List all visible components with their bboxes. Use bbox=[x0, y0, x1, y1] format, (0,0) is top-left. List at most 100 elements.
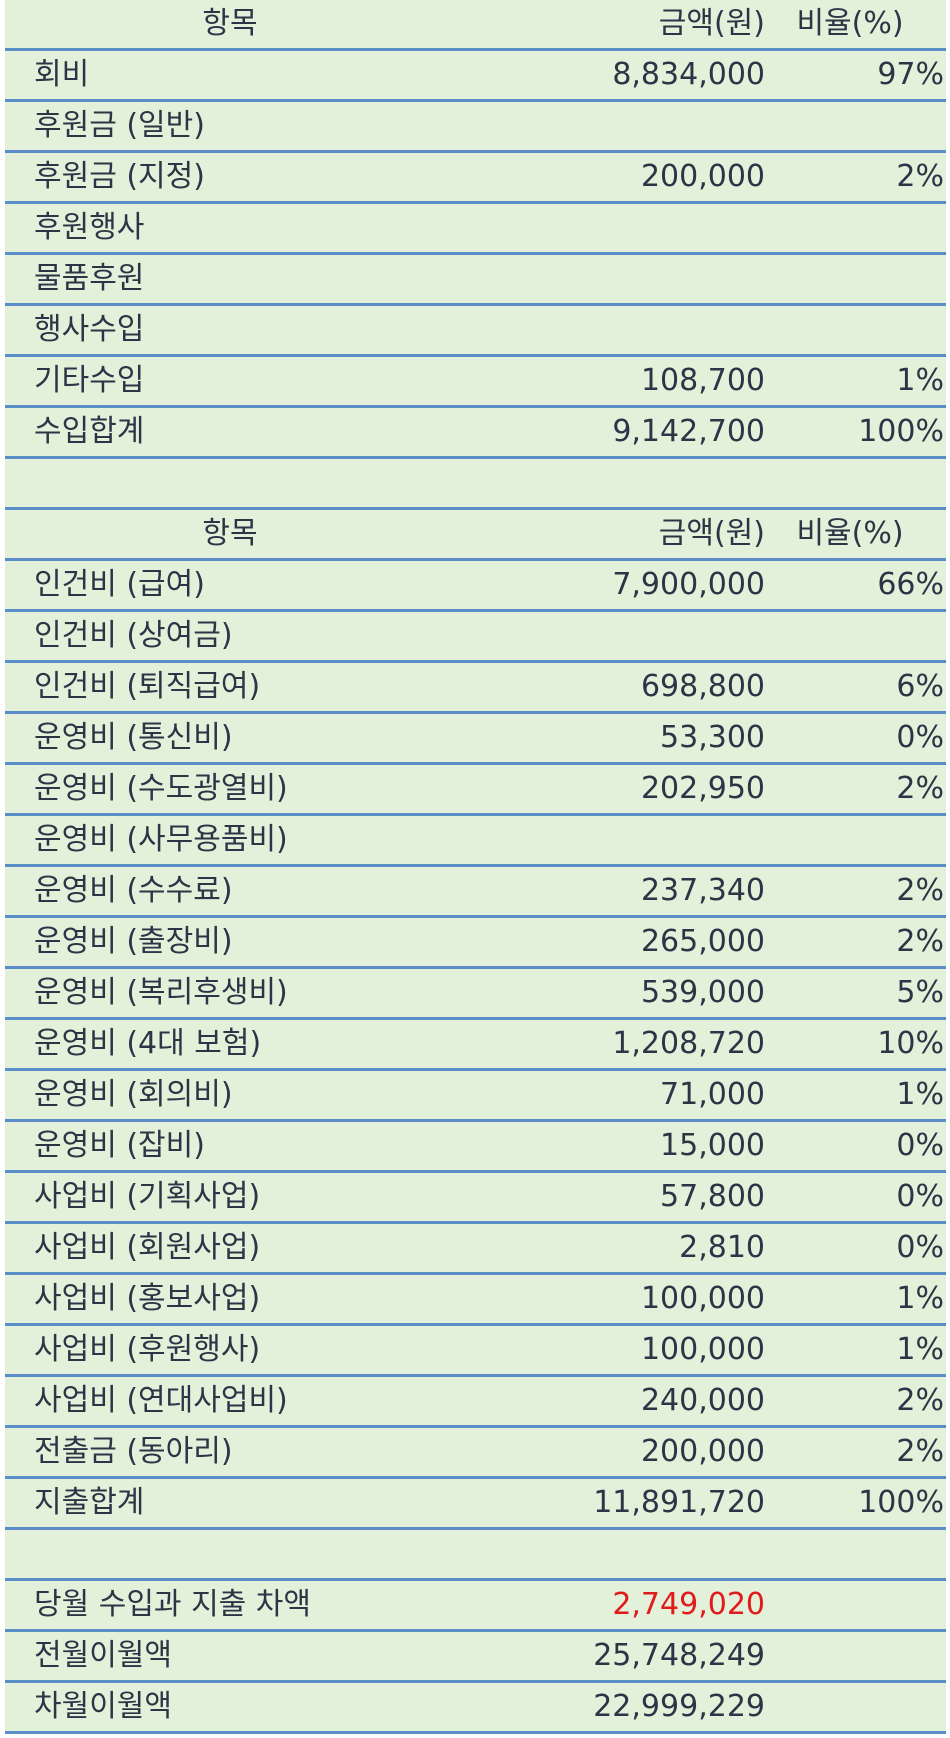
expense-row: 운영비 (수도광열비) 202,950 2% bbox=[5, 765, 946, 816]
row-item: 인건비 (퇴직급여) bbox=[34, 669, 261, 704]
row-item: 당월 수입과 지출 차액 bbox=[34, 1587, 312, 1622]
row-amount: 100,000 bbox=[640, 1281, 765, 1316]
row-item: 물품후원 bbox=[34, 261, 145, 296]
row-ratio: 0% bbox=[896, 1128, 944, 1163]
row-item: 사업비 (회원사업) bbox=[34, 1230, 261, 1265]
row-ratio: 2% bbox=[896, 1383, 944, 1418]
row-item: 운영비 (수도광열비) bbox=[34, 771, 288, 806]
row-item: 운영비 (출장비) bbox=[34, 924, 233, 959]
expense-row: 인건비 (급여) 7,900,000 66% bbox=[5, 561, 946, 612]
row-item: 사업비 (연대사업비) bbox=[34, 1383, 288, 1418]
row-ratio: 1% bbox=[896, 1332, 944, 1367]
income-header-amount: 금액(원) bbox=[658, 6, 765, 41]
row-amount: 22,999,229 bbox=[593, 1689, 765, 1724]
row-amount: 9,142,700 bbox=[612, 414, 765, 449]
expense-row: 사업비 (후원행사) 100,000 1% bbox=[5, 1326, 946, 1377]
income-row: 기타수입 108,700 1% bbox=[5, 357, 946, 408]
row-ratio: 0% bbox=[896, 1179, 944, 1214]
row-ratio: 97% bbox=[877, 57, 944, 92]
row-ratio: 100% bbox=[858, 414, 944, 449]
expense-row: 운영비 (복리후생비) 539,000 5% bbox=[5, 969, 946, 1020]
expense-header-row: 항목 금액(원) 비율(%) bbox=[5, 510, 946, 561]
row-item: 기타수입 bbox=[34, 363, 145, 398]
income-header-item: 항목 bbox=[202, 6, 258, 41]
row-amount: 200,000 bbox=[640, 159, 765, 194]
row-amount: 7,900,000 bbox=[612, 567, 765, 602]
row-item: 전출금 (동아리) bbox=[34, 1434, 233, 1469]
row-item: 인건비 (상여금) bbox=[34, 618, 233, 653]
row-ratio: 2% bbox=[896, 771, 944, 806]
row-item: 지출합계 bbox=[34, 1485, 145, 1520]
expense-header-item: 항목 bbox=[202, 516, 258, 551]
row-amount: 698,800 bbox=[640, 669, 765, 704]
row-ratio: 1% bbox=[896, 1077, 944, 1112]
expense-row: 사업비 (홍보사업) 100,000 1% bbox=[5, 1275, 946, 1326]
income-row: 후원금 (지정) 200,000 2% bbox=[5, 153, 946, 204]
row-item: 수입합계 bbox=[34, 414, 145, 449]
expense-row: 사업비 (회원사업) 2,810 0% bbox=[5, 1224, 946, 1275]
row-amount: 8,834,000 bbox=[612, 57, 765, 92]
row-amount: 240,000 bbox=[640, 1383, 765, 1418]
row-amount: 11,891,720 bbox=[593, 1485, 765, 1520]
row-ratio: 2% bbox=[896, 1434, 944, 1469]
row-item: 차월이월액 bbox=[34, 1689, 172, 1724]
row-item: 운영비 (잡비) bbox=[34, 1128, 205, 1163]
row-item: 사업비 (홍보사업) bbox=[34, 1281, 261, 1316]
income-row: 후원행사 bbox=[5, 204, 946, 255]
row-item: 운영비 (회의비) bbox=[34, 1077, 233, 1112]
row-ratio: 1% bbox=[896, 363, 944, 398]
row-amount: 200,000 bbox=[640, 1434, 765, 1469]
income-header-ratio: 비율(%) bbox=[796, 6, 904, 41]
section-spacer bbox=[5, 1530, 946, 1581]
row-amount: 202,950 bbox=[640, 771, 765, 806]
expense-row: 운영비 (4대 보험) 1,208,720 10% bbox=[5, 1020, 946, 1071]
row-ratio: 6% bbox=[896, 669, 944, 704]
income-total-row: 수입합계 9,142,700 100% bbox=[5, 408, 946, 459]
row-amount: 2,810 bbox=[679, 1230, 765, 1265]
summary-carryover-prev-row: 전월이월액 25,748,249 bbox=[5, 1632, 946, 1683]
row-item: 사업비 (기획사업) bbox=[34, 1179, 261, 1214]
income-row: 후원금 (일반) bbox=[5, 102, 946, 153]
row-amount: 25,748,249 bbox=[593, 1638, 765, 1673]
expense-row: 인건비 (상여금) bbox=[5, 612, 946, 663]
row-ratio: 100% bbox=[858, 1485, 944, 1520]
row-amount: 265,000 bbox=[640, 924, 765, 959]
section-spacer bbox=[5, 459, 946, 510]
row-ratio: 0% bbox=[896, 1230, 944, 1265]
income-header-row: 항목 금액(원) 비율(%) bbox=[5, 0, 946, 51]
row-amount: 15,000 bbox=[660, 1128, 765, 1163]
row-ratio: 10% bbox=[877, 1026, 944, 1061]
income-row: 물품후원 bbox=[5, 255, 946, 306]
expense-row: 운영비 (회의비) 71,000 1% bbox=[5, 1071, 946, 1122]
row-amount: 100,000 bbox=[640, 1332, 765, 1367]
summary-difference-row: 당월 수입과 지출 차액 2,749,020 bbox=[5, 1581, 946, 1632]
row-item: 사업비 (후원행사) bbox=[34, 1332, 261, 1367]
expense-row: 인건비 (퇴직급여) 698,800 6% bbox=[5, 663, 946, 714]
row-ratio: 5% bbox=[896, 975, 944, 1010]
row-ratio: 1% bbox=[896, 1281, 944, 1316]
difference-amount: 2,749,020 bbox=[612, 1587, 765, 1622]
row-amount: 1,208,720 bbox=[612, 1026, 765, 1061]
row-item: 인건비 (급여) bbox=[34, 567, 205, 602]
expense-row: 사업비 (기획사업) 57,800 0% bbox=[5, 1173, 946, 1224]
row-ratio: 2% bbox=[896, 924, 944, 959]
expense-header-amount: 금액(원) bbox=[658, 516, 765, 551]
row-item: 운영비 (4대 보험) bbox=[34, 1026, 262, 1061]
row-amount: 237,340 bbox=[640, 873, 765, 908]
expense-header-ratio: 비율(%) bbox=[796, 516, 904, 551]
expense-row: 전출금 (동아리) 200,000 2% bbox=[5, 1428, 946, 1479]
row-item: 후원행사 bbox=[34, 210, 145, 245]
row-amount: 108,700 bbox=[640, 363, 765, 398]
expense-row: 사업비 (연대사업비) 240,000 2% bbox=[5, 1377, 946, 1428]
income-row: 회비 8,834,000 97% bbox=[5, 51, 946, 102]
row-item: 운영비 (사무용품비) bbox=[34, 822, 288, 857]
budget-table: 항목 금액(원) 비율(%) 회비 8,834,000 97% 후원금 (일반)… bbox=[5, 0, 946, 1734]
expense-row: 운영비 (사무용품비) bbox=[5, 816, 946, 867]
row-item: 후원금 (지정) bbox=[34, 159, 205, 194]
row-item: 행사수입 bbox=[34, 312, 145, 347]
row-item: 후원금 (일반) bbox=[34, 108, 205, 143]
summary-carryover-next-row: 차월이월액 22,999,229 bbox=[5, 1683, 946, 1734]
expense-row: 운영비 (출장비) 265,000 2% bbox=[5, 918, 946, 969]
row-ratio: 0% bbox=[896, 720, 944, 755]
expense-row: 운영비 (잡비) 15,000 0% bbox=[5, 1122, 946, 1173]
